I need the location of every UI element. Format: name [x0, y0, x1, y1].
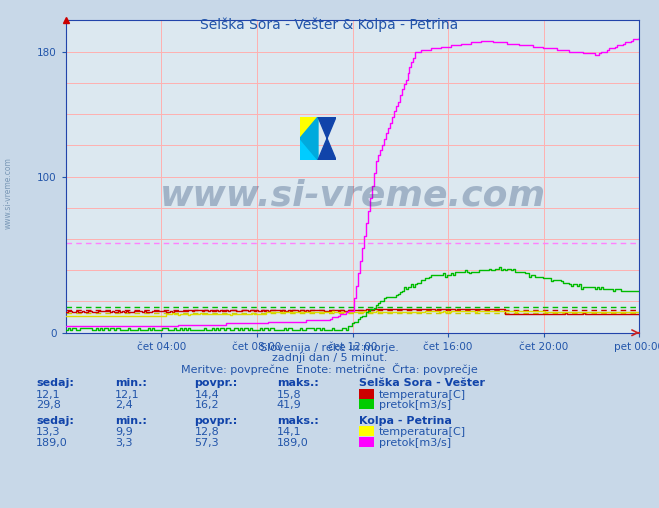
Text: Selška Sora - Vešter: Selška Sora - Vešter [359, 378, 485, 389]
Text: min.:: min.: [115, 378, 147, 389]
Text: 3,3: 3,3 [115, 438, 133, 448]
Text: Selška Sora - Vešter & Kolpa - Petrina: Selška Sora - Vešter & Kolpa - Petrina [200, 18, 459, 33]
Text: pretok[m3/s]: pretok[m3/s] [379, 438, 451, 448]
Polygon shape [300, 138, 318, 160]
Text: pretok[m3/s]: pretok[m3/s] [379, 400, 451, 410]
Text: 29,8: 29,8 [36, 400, 61, 410]
Text: 16,2: 16,2 [194, 400, 219, 410]
Polygon shape [318, 117, 336, 160]
Text: zadnji dan / 5 minut.: zadnji dan / 5 minut. [272, 353, 387, 363]
Text: povpr.:: povpr.: [194, 378, 238, 389]
Text: 189,0: 189,0 [277, 438, 308, 448]
Text: temperatura[C]: temperatura[C] [379, 427, 466, 437]
Text: Kolpa - Petrina: Kolpa - Petrina [359, 416, 452, 426]
Text: 12,8: 12,8 [194, 427, 219, 437]
Text: 14,4: 14,4 [194, 390, 219, 400]
Text: 12,1: 12,1 [115, 390, 140, 400]
Text: sedaj:: sedaj: [36, 416, 74, 426]
Text: 41,9: 41,9 [277, 400, 302, 410]
Text: Slovenija / reke in morje.: Slovenija / reke in morje. [260, 343, 399, 353]
Text: 2,4: 2,4 [115, 400, 133, 410]
Text: temperatura[C]: temperatura[C] [379, 390, 466, 400]
Text: 57,3: 57,3 [194, 438, 219, 448]
Text: 189,0: 189,0 [36, 438, 68, 448]
Text: 14,1: 14,1 [277, 427, 301, 437]
Text: www.si-vreme.com: www.si-vreme.com [4, 157, 13, 229]
Text: sedaj:: sedaj: [36, 378, 74, 389]
Text: www.si-vreme.com: www.si-vreme.com [159, 178, 546, 212]
Text: 9,9: 9,9 [115, 427, 133, 437]
Text: 15,8: 15,8 [277, 390, 301, 400]
Text: maks.:: maks.: [277, 378, 318, 389]
Polygon shape [300, 117, 318, 138]
Text: Meritve: povprečne  Enote: metrične  Črta: povprečje: Meritve: povprečne Enote: metrične Črta:… [181, 363, 478, 375]
Text: 12,1: 12,1 [36, 390, 61, 400]
Text: maks.:: maks.: [277, 416, 318, 426]
Text: 13,3: 13,3 [36, 427, 61, 437]
Polygon shape [300, 117, 318, 160]
Text: min.:: min.: [115, 416, 147, 426]
Text: povpr.:: povpr.: [194, 416, 238, 426]
